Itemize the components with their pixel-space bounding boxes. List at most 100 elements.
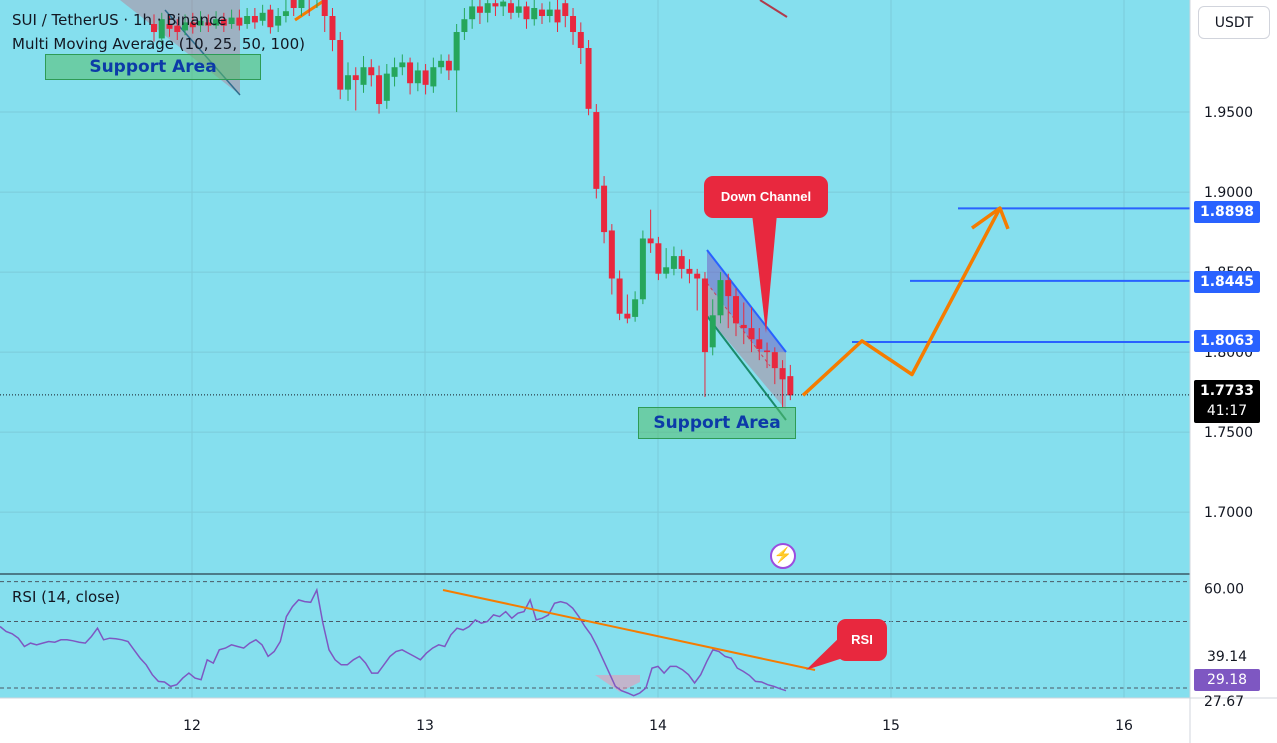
price-tick-5: 1.7000 [1204, 505, 1253, 521]
candle-body-12 [244, 16, 251, 25]
candlestick-series [0, 0, 1190, 409]
candle-body-79 [764, 350, 771, 353]
projection-arrowhead [970, 206, 1010, 230]
time-axis-bg [0, 698, 1277, 743]
candle-body-72 [709, 315, 716, 348]
candle-body-51 [546, 9, 553, 17]
candle-body-34 [414, 70, 421, 84]
candle-body-78 [756, 339, 763, 349]
candle-body-49 [531, 8, 538, 20]
candle-body-70 [694, 273, 701, 279]
candle-body-82 [787, 376, 794, 396]
candle-body-22 [321, 0, 328, 17]
candle-body-11 [236, 17, 243, 26]
candle-body-38 [445, 60, 452, 71]
candle-body-5 [189, 22, 196, 28]
candle-body-47 [515, 6, 522, 13]
candle-body-81 [779, 368, 786, 380]
candle-body-7 [205, 22, 212, 26]
candle-body-31 [391, 67, 398, 77]
candle-body-39 [453, 32, 460, 71]
candle-body-35 [422, 70, 429, 85]
price-tick-0: 1.9500 [1204, 105, 1253, 121]
candle-body-54 [570, 16, 577, 33]
candle-body-73 [717, 280, 724, 316]
candle-body-75 [733, 296, 739, 324]
rsi-trendline [442, 589, 816, 671]
candle-body-40 [461, 19, 468, 33]
candle-body-27 [360, 67, 367, 85]
candle-body-23 [329, 16, 336, 41]
rsi-line [0, 587, 787, 697]
price-tick-4: 1.7500 [1204, 425, 1253, 441]
flash-icon[interactable]: ⚡ [770, 543, 796, 569]
symbol-title: SUI / TetherUS · 1h · Binance [12, 11, 227, 29]
price-projection-path [801, 206, 1010, 397]
candle-body-26 [352, 75, 359, 81]
candle-body-76 [740, 324, 747, 329]
candle-body-0 [151, 24, 157, 33]
candle-body-69 [686, 268, 693, 274]
rsi-oversold-fill [595, 675, 640, 692]
candle-body-50 [539, 9, 545, 17]
candle-body-68 [678, 256, 685, 269]
down-channel-label: Down Channel [704, 176, 828, 218]
candle-body-41 [469, 6, 476, 20]
candle-body-3 [174, 25, 181, 33]
candle-body-58 [601, 185, 608, 233]
candle-body-52 [554, 9, 561, 23]
candle-body-53 [562, 3, 569, 17]
target-tag-2: 1.8445 [1194, 271, 1260, 293]
candle-body-28 [368, 67, 375, 76]
candle-body-42 [476, 6, 483, 13]
target-tag-3: 1.8898 [1194, 201, 1260, 223]
candle-body-59 [608, 230, 615, 279]
rsi-panel [0, 575, 1190, 698]
candle-body-30 [383, 73, 390, 101]
candle-body-80 [771, 352, 778, 369]
candle-body-24 [337, 40, 344, 90]
rsi-label: RSI [837, 619, 887, 661]
time-tick-4: 16 [1115, 718, 1133, 734]
candle-body-64 [647, 238, 654, 244]
time-tick-2: 14 [649, 718, 667, 734]
time-tick-0: 12 [183, 718, 201, 734]
candle-body-36 [430, 67, 437, 87]
candle-body-48 [523, 6, 530, 20]
candle-body-44 [492, 3, 499, 7]
candle-body-71 [701, 278, 708, 353]
channel-upper-line [706, 249, 787, 353]
candle-body-61 [624, 313, 631, 319]
candle-body-43 [484, 3, 491, 13]
candle-body-32 [399, 62, 406, 68]
support-area-top: Support Area [45, 54, 261, 80]
candle-body-67 [670, 256, 677, 269]
candle-body-45 [500, 1, 507, 7]
candle-body-60 [616, 278, 623, 314]
indicator-title: Multi Moving Average (10, 25, 50, 100) [12, 35, 305, 53]
candle-body-37 [438, 60, 445, 68]
candle-body-55 [577, 32, 584, 49]
candle-body-25 [345, 75, 351, 90]
candle-body-16 [275, 16, 282, 26]
candle-body-4 [182, 22, 189, 31]
candle-body-14 [259, 12, 266, 21]
candle-body-13 [251, 16, 258, 23]
time-tick-1: 13 [416, 718, 434, 734]
bar-countdown: 41:17 [1206, 403, 1248, 419]
currency-button[interactable]: USDT [1198, 6, 1270, 39]
time-tick-3: 15 [882, 718, 900, 734]
price-tick-1: 1.9000 [1204, 185, 1253, 201]
candle-body-63 [639, 238, 646, 300]
candle-body-62 [632, 299, 639, 317]
candle-body-10 [228, 17, 235, 25]
candle-body-29 [376, 75, 383, 105]
candle-body-2 [166, 24, 173, 29]
candle-body-15 [267, 9, 274, 28]
upper-projection-stub [294, 0, 326, 22]
candle-body-33 [407, 62, 414, 84]
candle-body-66 [663, 267, 670, 274]
projection-line [801, 207, 1002, 397]
